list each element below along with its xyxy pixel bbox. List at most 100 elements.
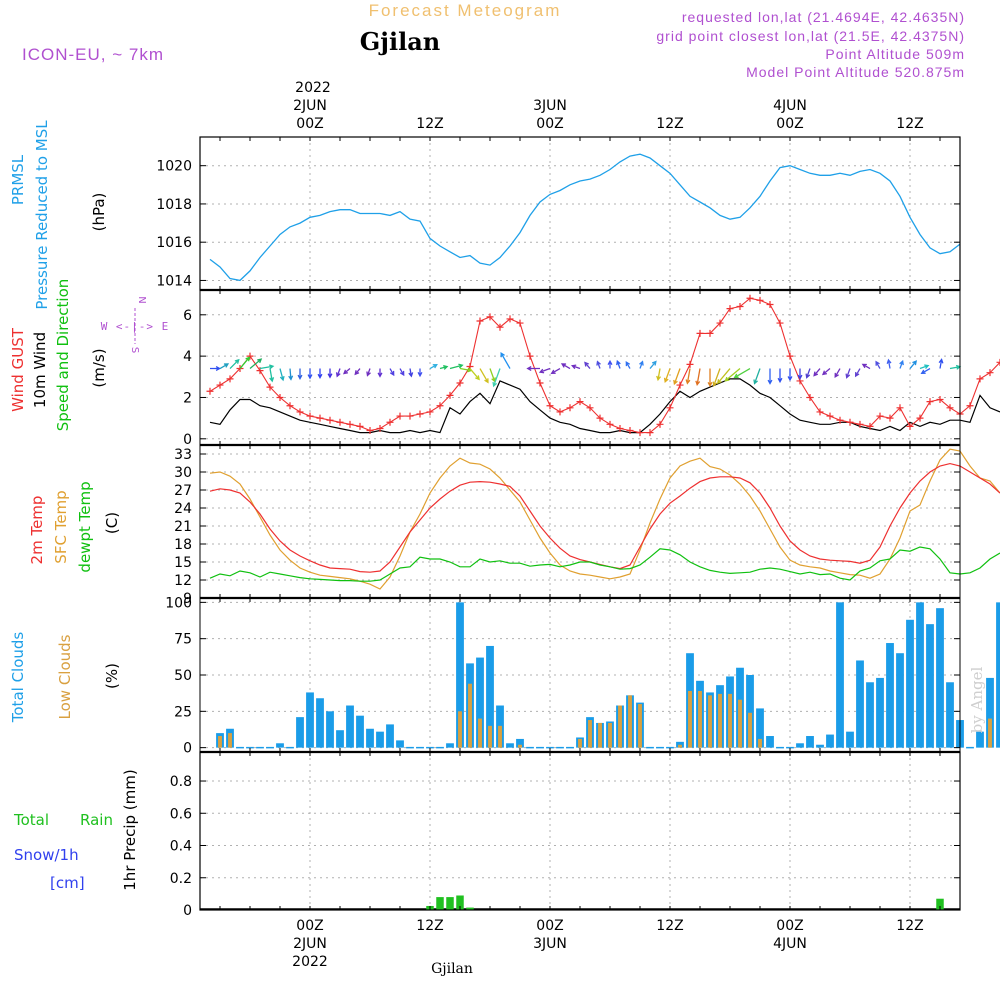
y-tick-label: 1014 bbox=[156, 273, 192, 289]
wind-arrow-icon bbox=[625, 360, 631, 369]
y-tick-label: 24 bbox=[174, 501, 192, 517]
gust-marker bbox=[906, 422, 914, 430]
wind-arrow-icon bbox=[909, 360, 918, 369]
wind-arrow-icon bbox=[716, 368, 731, 385]
gust-marker bbox=[636, 429, 644, 437]
wind-arrow-icon bbox=[616, 359, 621, 369]
wind-arrow-icon bbox=[399, 368, 405, 377]
bottom-date-label: 3JUN bbox=[533, 936, 567, 952]
low-cloud-bar bbox=[678, 744, 682, 748]
gust-marker bbox=[886, 414, 894, 422]
bottom-hour-label: 00Z bbox=[296, 918, 323, 934]
compass-n-label: N bbox=[136, 296, 147, 303]
gust-marker bbox=[206, 387, 214, 395]
compass-we-label: W <-|-> E bbox=[101, 320, 170, 333]
y-tick-label: 1020 bbox=[156, 159, 192, 175]
requested-coords: requested lon,lat (21.4694E, 42.4635N) bbox=[682, 9, 965, 25]
gust-marker bbox=[656, 420, 664, 428]
y-tick-label: 30 bbox=[174, 465, 192, 481]
low-cloud-bar bbox=[458, 711, 462, 748]
bottom-hour-label: 12Z bbox=[896, 918, 923, 934]
gust-marker bbox=[486, 313, 494, 321]
model-point-altitude: Model Point Altitude 520.875m bbox=[746, 64, 965, 80]
wind-arrow-icon bbox=[500, 352, 511, 369]
credit-label: by Angel bbox=[968, 666, 986, 733]
gust-marker bbox=[996, 358, 1000, 366]
bottom-hour-label: 00Z bbox=[536, 918, 563, 934]
wind-arrow-icon bbox=[767, 368, 773, 385]
total-cloud-bar bbox=[316, 698, 324, 748]
dewpt-line bbox=[209, 546, 1000, 582]
grid-lines bbox=[200, 137, 960, 911]
wind-arrow-icon bbox=[777, 368, 783, 384]
top-year-label: 2022 bbox=[295, 80, 331, 96]
panel-frame bbox=[199, 751, 961, 911]
y-tick-label: 6 bbox=[183, 308, 192, 324]
gust-marker bbox=[976, 375, 984, 383]
gust-marker bbox=[826, 412, 834, 420]
y-tick-label: 27 bbox=[174, 483, 192, 499]
wind-arrow-icon bbox=[639, 360, 644, 369]
gust-marker bbox=[766, 300, 774, 308]
low-cloud-bar bbox=[598, 722, 602, 748]
low-cloud-bar bbox=[608, 722, 612, 748]
total-cloud-bar bbox=[946, 682, 954, 748]
total-cloud-bar bbox=[856, 660, 864, 748]
wind-arrow-icon bbox=[269, 368, 275, 383]
gust-marker bbox=[836, 416, 844, 424]
gust-marker bbox=[216, 381, 224, 389]
total-cloud-bar bbox=[756, 708, 764, 748]
top-date-label: 4JUN bbox=[773, 98, 807, 114]
y-tick-label: 1016 bbox=[156, 235, 192, 251]
gust-marker bbox=[246, 352, 254, 360]
panel-frames bbox=[199, 136, 961, 911]
y-tick-label: 18 bbox=[174, 537, 192, 553]
total-cloud-bar bbox=[886, 643, 894, 748]
wind-arrow-icon bbox=[297, 368, 303, 380]
gust-marker bbox=[966, 402, 974, 410]
gust-marker bbox=[586, 404, 594, 412]
model-label: ICON-EU, ~ 7km bbox=[22, 45, 164, 64]
y-tick-label: 0 bbox=[183, 741, 192, 757]
gust-marker bbox=[846, 418, 854, 426]
low-cloud-bar bbox=[758, 738, 762, 748]
gust-marker bbox=[566, 404, 574, 412]
y-tick-label: 0.8 bbox=[170, 774, 192, 790]
wind-arrow-icon bbox=[685, 368, 691, 385]
gust-marker bbox=[296, 408, 304, 416]
gust-marker bbox=[456, 379, 464, 387]
top-time-axis: 2JUN 00Z 12Z 3JUN 00Z 12Z 4JUN 00Z 12Z bbox=[293, 98, 924, 132]
gust-marker bbox=[606, 420, 614, 428]
bottom-date-label: 4JUN bbox=[773, 936, 807, 952]
gust-marker bbox=[926, 398, 934, 406]
gust-marker bbox=[816, 408, 824, 416]
wind-10m-line bbox=[209, 378, 1000, 434]
gust-marker bbox=[386, 418, 394, 426]
top-date-label: 2JUN bbox=[293, 98, 327, 114]
wind-arrow-icon bbox=[335, 368, 341, 378]
gust-marker bbox=[576, 398, 584, 406]
wind-arrow-icon bbox=[821, 368, 831, 376]
wind-arrow-icon bbox=[813, 368, 821, 377]
temp-sfc-label: SFC Temp bbox=[52, 490, 70, 563]
wind-arrow-icon bbox=[249, 358, 263, 370]
total-cloud-bar bbox=[806, 736, 814, 748]
wind-arrow-icon bbox=[919, 364, 930, 370]
total-cloud-bar bbox=[896, 653, 904, 748]
temp-2m-label: 2m Temp bbox=[28, 496, 46, 565]
gust-marker bbox=[316, 414, 324, 422]
gust-marker bbox=[526, 352, 534, 360]
low-cloud-bar bbox=[478, 718, 482, 748]
wind-arrow-icon bbox=[805, 368, 811, 379]
y-tick-label: 0.2 bbox=[170, 871, 192, 887]
gust-marker bbox=[916, 414, 924, 422]
wind-arrow-icon bbox=[663, 368, 671, 384]
rain-bar bbox=[936, 898, 944, 910]
total-cloud-bar bbox=[836, 602, 844, 748]
low-cloud-bar bbox=[468, 683, 472, 748]
wind-arrow-icon bbox=[342, 368, 351, 375]
low-cloud-bar bbox=[218, 736, 222, 748]
compass-s-label: S bbox=[129, 347, 140, 353]
temp-2m-line bbox=[209, 462, 1000, 573]
